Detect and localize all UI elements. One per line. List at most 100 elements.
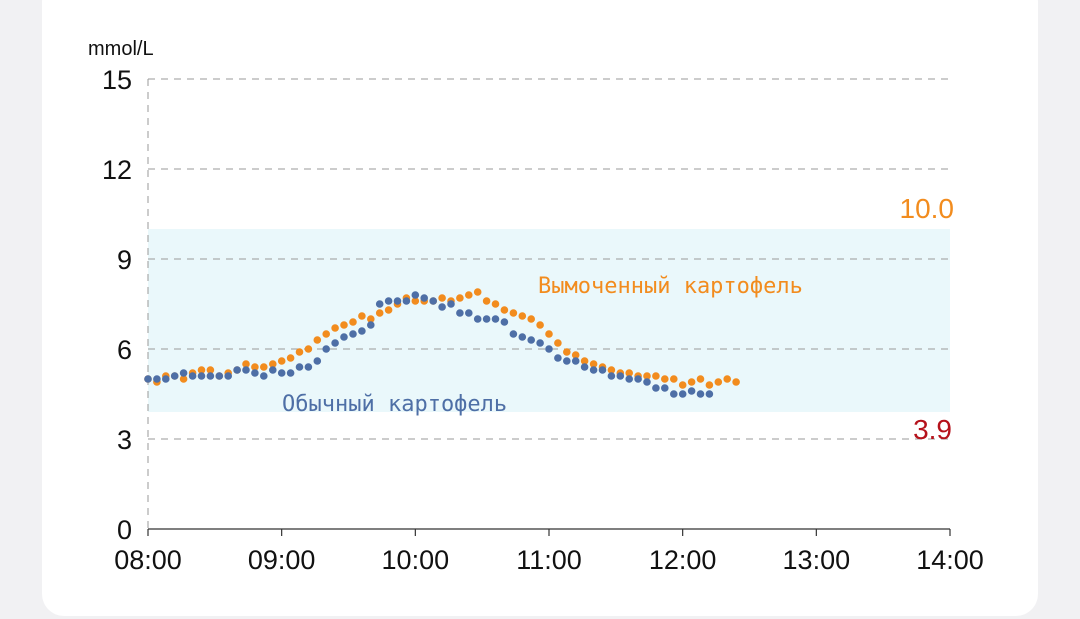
data-point (670, 375, 678, 383)
data-point (340, 333, 348, 341)
data-point (269, 366, 277, 374)
data-point (170, 372, 179, 380)
data-point (473, 288, 482, 296)
data-point (438, 294, 446, 302)
data-point (670, 390, 678, 398)
data-point (179, 375, 188, 383)
data-point (661, 375, 669, 383)
data-point (456, 294, 464, 302)
data-point (188, 372, 197, 380)
data-point (598, 366, 607, 374)
data-points (144, 288, 740, 398)
data-point (375, 309, 384, 317)
data-point (482, 315, 491, 323)
data-point (536, 321, 544, 329)
data-point (384, 306, 393, 314)
data-point (260, 363, 268, 371)
data-point (367, 315, 375, 323)
data-point (732, 378, 740, 386)
data-point (500, 318, 509, 326)
data-point (589, 360, 598, 368)
data-point (384, 297, 393, 305)
data-point (322, 345, 331, 353)
data-point (313, 357, 322, 365)
data-point (304, 363, 313, 371)
data-point (527, 315, 535, 323)
data-point (571, 357, 580, 365)
target-low-label: 3.9 (913, 414, 952, 445)
data-point (349, 330, 357, 338)
data-point (678, 381, 687, 389)
data-point (473, 315, 482, 323)
data-point (429, 297, 438, 305)
data-point (304, 345, 313, 353)
data-point (340, 321, 348, 329)
data-point (545, 345, 553, 353)
y-axis-ticks: 15 12 9 6 3 0 (102, 65, 132, 545)
data-point (269, 360, 277, 368)
data-point (554, 354, 562, 362)
x-tick-label: 11:00 (516, 545, 582, 575)
data-point (491, 315, 500, 323)
series-label-regular-potato: Обычный картофель (282, 392, 507, 417)
data-point (518, 312, 527, 320)
y-tick-label: 15 (102, 65, 132, 95)
x-tick-label: 09:00 (248, 545, 316, 575)
data-point (153, 375, 161, 383)
data-point (295, 363, 304, 371)
x-tick-label: 10:00 (382, 545, 450, 575)
y-tick-label: 6 (117, 335, 132, 365)
data-point (652, 384, 660, 392)
data-point (545, 330, 553, 338)
data-point (723, 375, 731, 383)
data-point (687, 387, 696, 395)
data-point (375, 300, 384, 308)
data-point (197, 372, 206, 380)
y-tick-label: 12 (102, 155, 132, 185)
data-point (251, 369, 259, 377)
data-point (447, 300, 455, 308)
data-point (393, 297, 402, 305)
x-axis-ticks: 08:00 09:00 10:00 11:00 12:00 13:00 14:00 (114, 529, 984, 575)
data-point (714, 378, 723, 386)
series-1-points (144, 291, 714, 398)
data-point (625, 375, 633, 383)
data-point (179, 369, 188, 377)
data-point (331, 339, 339, 347)
data-point (411, 291, 420, 299)
data-point (358, 312, 366, 320)
x-tick-label: 08:00 (114, 545, 182, 575)
data-point (251, 363, 259, 371)
data-point (465, 309, 473, 317)
data-point (295, 348, 304, 356)
y-tick-label: 9 (117, 245, 132, 275)
data-point (563, 357, 571, 365)
data-point (491, 300, 500, 308)
target-range-band (148, 229, 950, 412)
data-point (696, 375, 705, 383)
grid-lines (148, 78, 950, 440)
data-point (536, 339, 544, 347)
data-point (358, 327, 366, 335)
data-point (286, 369, 295, 377)
data-point (705, 390, 714, 398)
data-point (367, 321, 375, 329)
x-tick-label: 13:00 (783, 545, 851, 575)
data-point (402, 297, 411, 305)
data-point (518, 333, 527, 341)
data-point (215, 372, 224, 380)
data-point (661, 384, 669, 392)
data-point (696, 390, 705, 398)
data-point (607, 366, 616, 374)
y-axis-unit-label: mmol/L (88, 38, 154, 60)
data-point (652, 372, 660, 380)
data-point (500, 306, 509, 314)
data-point (331, 324, 339, 332)
data-point (705, 381, 714, 389)
target-high-label: 10.0 (900, 193, 955, 224)
data-point (438, 303, 446, 311)
data-point (286, 354, 295, 362)
data-point (322, 330, 331, 338)
y-tick-label: 3 (117, 425, 132, 455)
